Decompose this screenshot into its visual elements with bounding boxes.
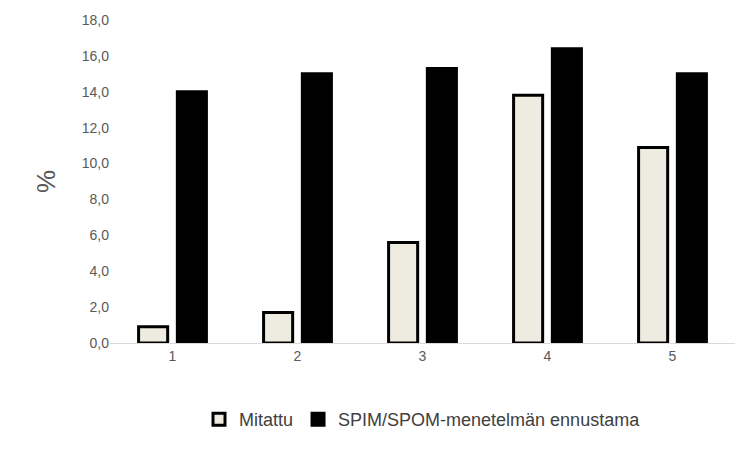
svg-text:4,0: 4,0 bbox=[90, 263, 110, 279]
svg-text:14,0: 14,0 bbox=[82, 84, 109, 100]
svg-text:5: 5 bbox=[669, 348, 677, 364]
svg-text:4: 4 bbox=[544, 348, 552, 364]
svg-text:12,0: 12,0 bbox=[82, 120, 109, 136]
svg-text:2,0: 2,0 bbox=[90, 299, 110, 315]
svg-text:%: % bbox=[31, 170, 61, 193]
svg-text:Mitattu: Mitattu bbox=[239, 410, 293, 430]
svg-text:SPIM/SPOM-menetelmän ennustama: SPIM/SPOM-menetelmän ennustama bbox=[338, 410, 640, 430]
svg-text:2: 2 bbox=[294, 348, 302, 364]
svg-text:18,0: 18,0 bbox=[82, 12, 109, 28]
svg-text:3: 3 bbox=[419, 348, 427, 364]
svg-text:1: 1 bbox=[169, 348, 177, 364]
svg-text:8,0: 8,0 bbox=[90, 191, 110, 207]
svg-text:16,0: 16,0 bbox=[82, 48, 109, 64]
svg-text:10,0: 10,0 bbox=[82, 155, 109, 171]
svg-text:6,0: 6,0 bbox=[90, 227, 110, 243]
svg-text:0,0: 0,0 bbox=[90, 335, 110, 351]
